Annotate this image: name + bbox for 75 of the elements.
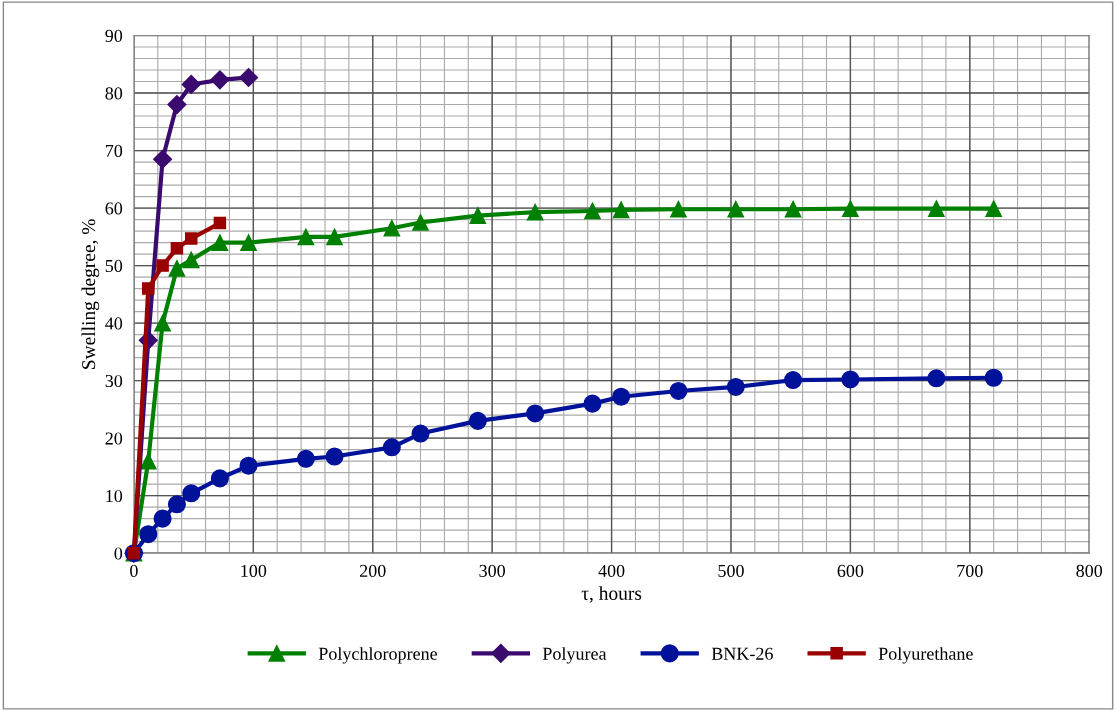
- point: [154, 314, 171, 332]
- point: [239, 67, 259, 88]
- point: [727, 200, 745, 218]
- y-tick-label: 40: [105, 317, 123, 330]
- point: [167, 495, 186, 514]
- point: [928, 200, 945, 217]
- point: [153, 149, 173, 169]
- y-tick-label: 20: [105, 432, 123, 445]
- legend-label: BNK-26: [711, 647, 773, 660]
- point: [469, 207, 487, 224]
- y-tick-label: 0: [114, 547, 123, 560]
- point: [842, 200, 859, 217]
- point: [612, 201, 630, 219]
- y-tick-label: 10: [106, 489, 123, 503]
- point: [167, 95, 187, 115]
- x-tick-label: 700: [957, 564, 983, 577]
- point: [141, 282, 155, 295]
- y-tick-label: 80: [105, 87, 123, 100]
- point: [184, 232, 198, 245]
- x-tick-label: 100: [241, 564, 267, 577]
- point: [168, 260, 186, 277]
- y-tick-label: 30: [105, 374, 123, 388]
- y-tick-label: 70: [105, 144, 123, 158]
- x-tick-label: 600: [837, 564, 864, 577]
- point: [382, 438, 401, 457]
- point: [984, 368, 1003, 387]
- point: [181, 74, 201, 94]
- point: [297, 228, 315, 246]
- point: [153, 509, 172, 528]
- point: [985, 200, 1003, 217]
- point: [612, 387, 631, 406]
- y-tick-label: 60: [105, 202, 123, 215]
- point: [296, 449, 315, 468]
- point: [325, 447, 344, 466]
- x-tick-label: 500: [718, 564, 744, 577]
- point: [182, 484, 201, 503]
- legend-label: Polychloroprene: [318, 647, 438, 664]
- point: [412, 214, 429, 231]
- point: [411, 424, 430, 443]
- point: [182, 251, 200, 269]
- point: [784, 200, 802, 218]
- y-axis-title: Swelling degree, %: [81, 219, 100, 369]
- point: [213, 216, 227, 230]
- x-tick-label: 300: [479, 564, 506, 577]
- point: [468, 411, 487, 430]
- x-tick-label: 400: [598, 564, 625, 577]
- x-tick-label: 800: [1076, 564, 1103, 577]
- point: [841, 370, 860, 389]
- point: [211, 234, 229, 251]
- x-tick-label: 200: [360, 564, 386, 577]
- point: [669, 381, 688, 401]
- point: [584, 202, 601, 220]
- point: [240, 234, 257, 251]
- point: [210, 469, 229, 488]
- point: [383, 219, 401, 237]
- point: [239, 456, 258, 475]
- legend-label: Polyurethane: [878, 647, 973, 664]
- point: [210, 70, 230, 90]
- point: [139, 452, 157, 470]
- point: [526, 404, 545, 423]
- y-tick-label: 50: [105, 259, 123, 273]
- x-axis-title: τ, hours: [581, 586, 642, 603]
- point: [726, 377, 745, 396]
- point: [170, 242, 184, 255]
- point: [583, 394, 602, 413]
- point: [670, 200, 687, 218]
- point: [927, 369, 946, 388]
- point: [784, 371, 803, 390]
- x-tick-label: 0: [130, 564, 138, 577]
- point: [326, 228, 343, 246]
- y-tick-label: 90: [105, 29, 123, 42]
- point: [139, 525, 158, 544]
- point: [156, 259, 169, 272]
- point: [526, 203, 544, 221]
- legend-label: Polyurea: [542, 647, 607, 664]
